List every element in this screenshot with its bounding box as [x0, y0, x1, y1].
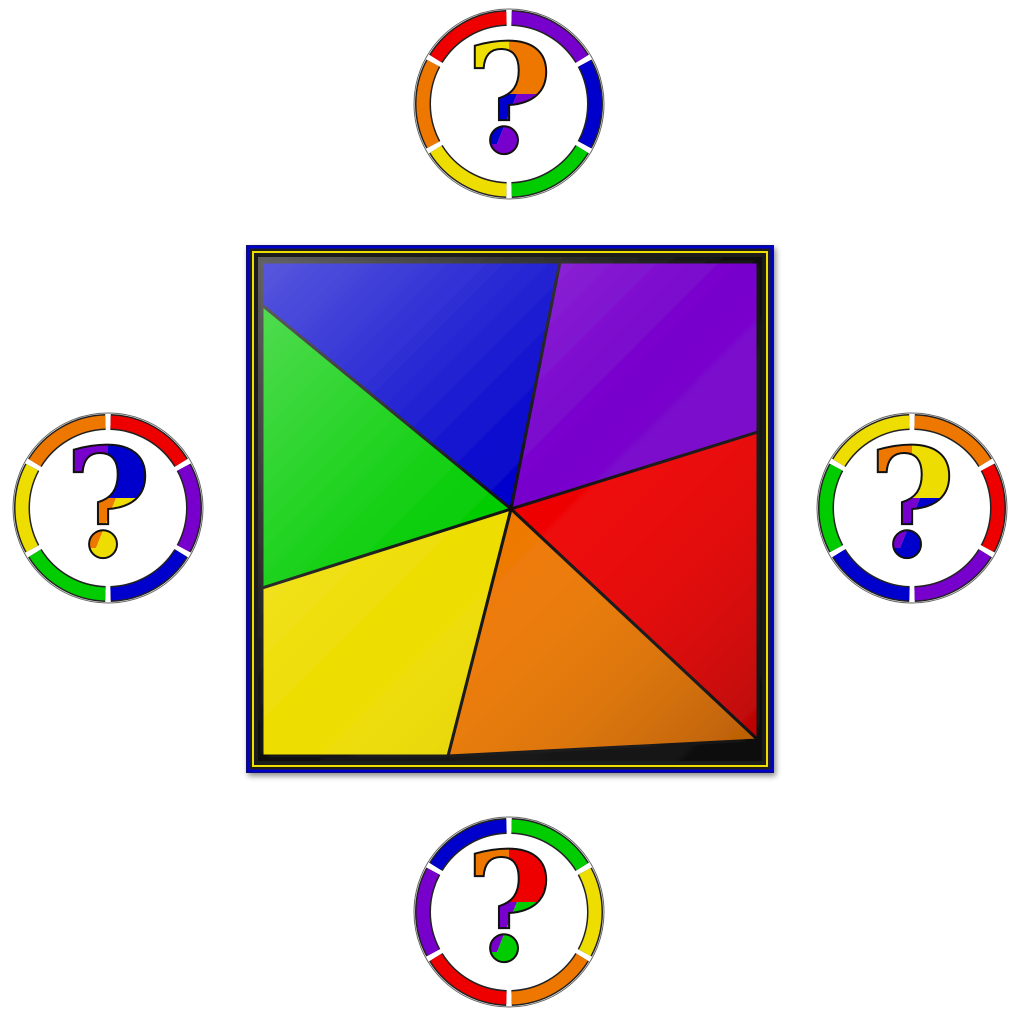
wedge-group — [258, 257, 762, 761]
question-mark-icon — [465, 24, 553, 184]
help-button-bottom[interactable]: ?? — [413, 816, 605, 1008]
help-button-left[interactable]: ?? — [12, 412, 204, 604]
ring-segment-violet — [177, 464, 201, 552]
help-button-top[interactable]: ?? — [413, 8, 605, 200]
ring-segment-violet — [416, 868, 440, 956]
ring-segment-green — [819, 464, 843, 552]
ring-segment-orange — [416, 60, 440, 148]
question-mark-outline: ? — [465, 820, 553, 996]
board-border-blue — [246, 245, 774, 773]
board-border-yellow — [252, 251, 768, 767]
question-mark-icon — [64, 428, 152, 588]
question-mark-outline: ? — [868, 416, 956, 592]
question-mark-icon — [868, 428, 956, 588]
ring-segment-red — [981, 464, 1005, 552]
question-mark-outline: ? — [64, 416, 152, 592]
question-mark-icon — [465, 832, 553, 992]
help-button-right[interactable]: ?? — [816, 412, 1008, 604]
ring-segment-yellow — [578, 868, 602, 956]
question-mark-outline: ? — [465, 12, 553, 188]
ring-segment-blue — [578, 60, 602, 148]
ring-segment-yellow — [15, 464, 39, 552]
color-wheel-board — [246, 245, 774, 773]
